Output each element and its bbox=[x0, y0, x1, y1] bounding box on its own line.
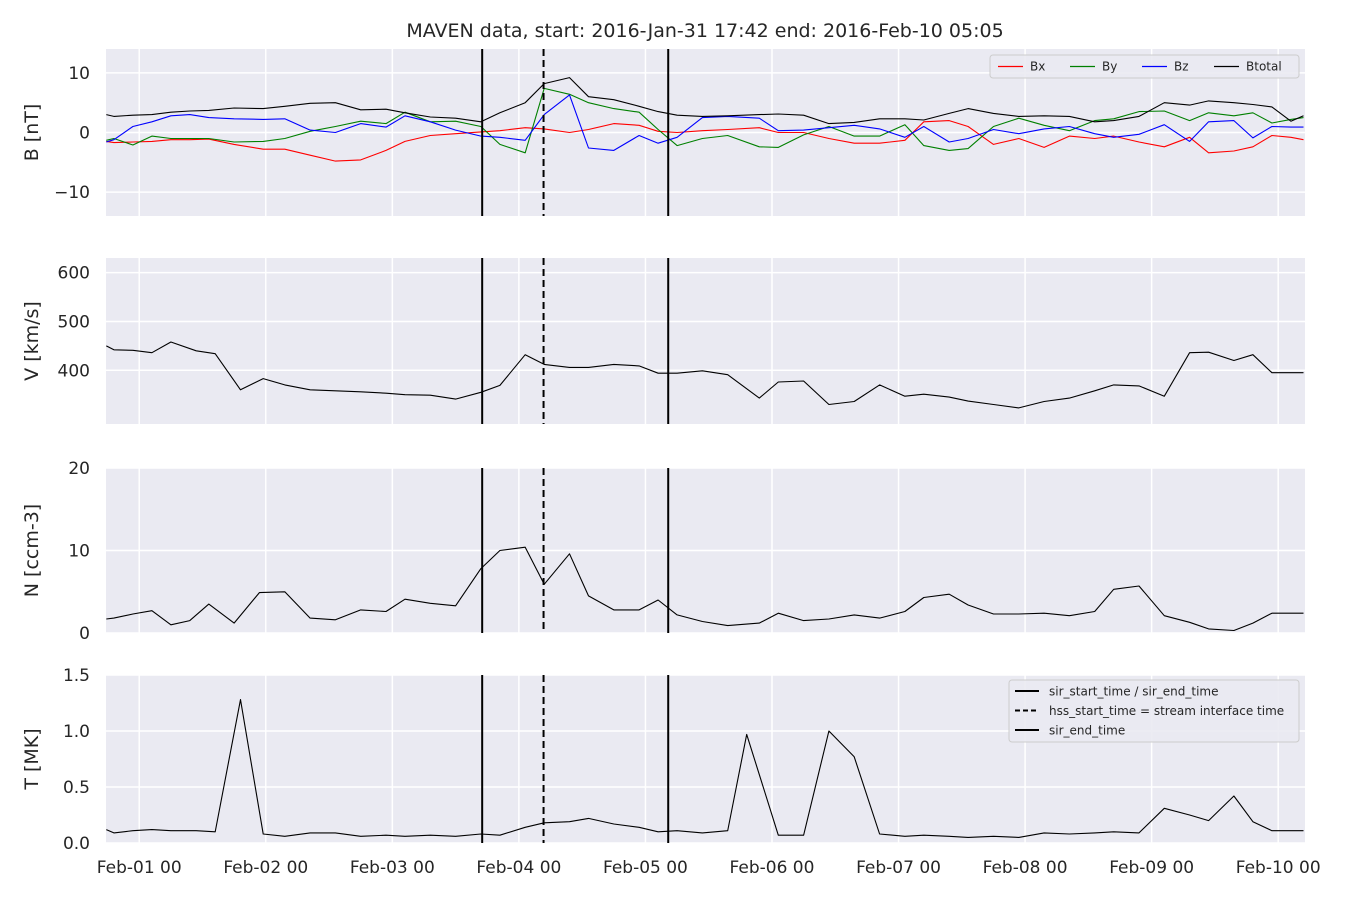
x-tick-label: Feb-07 00 bbox=[856, 858, 941, 878]
legend-t-label: sir_end_time bbox=[1049, 724, 1125, 738]
y-tick-label-t: 0.0 bbox=[63, 834, 90, 854]
panel-v: 600 500 400 V [km/s] bbox=[21, 258, 1305, 424]
legend-t: sir_start_time / sir_end_time hss_start_t… bbox=[1008, 679, 1300, 743]
y-tick-label-n: 10 bbox=[68, 542, 90, 562]
x-tick-label: Feb-09 00 bbox=[1109, 858, 1194, 878]
x-tick-label: Feb-08 00 bbox=[983, 858, 1068, 878]
legend-t-label: sir_start_time / sir_end_time bbox=[1049, 685, 1219, 699]
x-tick-label: Feb-06 00 bbox=[730, 858, 815, 878]
series-line-by bbox=[106, 87, 1304, 154]
chart-title: MAVEN data, start: 2016-Jan-31 17:42 end… bbox=[406, 20, 1003, 42]
x-tick-label: Feb-03 00 bbox=[350, 858, 435, 878]
series-line-n bbox=[106, 546, 1304, 632]
x-tick-label: Feb-01 00 bbox=[97, 858, 182, 878]
legend-label-by: By bbox=[1102, 60, 1117, 74]
legend-b: Bx By Bz Btotal bbox=[989, 54, 1300, 79]
y-tick-label-t: 1.5 bbox=[63, 666, 90, 686]
y-tick-label-v: 500 bbox=[58, 312, 90, 332]
series-line-bz bbox=[106, 94, 1304, 151]
series-line-v bbox=[106, 341, 1304, 409]
x-tick-label: Feb-02 00 bbox=[223, 858, 308, 878]
panel-t: 1.5 1.0 0.5 0.0 T [MK] Feb-01 00 Feb-02 00 Feb-… bbox=[21, 666, 1321, 878]
y-tick-label-t: 0.5 bbox=[63, 778, 90, 798]
y-tick-label-b: 0 bbox=[79, 124, 90, 144]
x-tick-label: Feb-04 00 bbox=[476, 858, 561, 878]
y-tick-label-v: 600 bbox=[58, 264, 90, 284]
x-tick-label: Feb-05 00 bbox=[603, 858, 688, 878]
panel-n: 20 10 0 N [ccm-3] bbox=[21, 459, 1305, 644]
y-tick-label-b: 10 bbox=[68, 64, 90, 84]
legend-t-box bbox=[1008, 679, 1300, 743]
legend-t-label: hss_start_time = stream interface time bbox=[1049, 704, 1284, 718]
legend-label-bz: Bz bbox=[1174, 60, 1189, 74]
y-axis-label-n: N [ccm-3] bbox=[21, 504, 43, 597]
y-axis-label-b: B [nT] bbox=[21, 104, 43, 162]
plot-area-v bbox=[106, 258, 1305, 424]
x-tick-label: Feb-10 00 bbox=[1236, 858, 1321, 878]
y-axis-label-t: T [MK] bbox=[21, 728, 43, 790]
legend-label-bx: Bx bbox=[1030, 60, 1045, 74]
y-tick-label-v: 400 bbox=[58, 361, 90, 381]
series-line-t bbox=[106, 699, 1304, 838]
y-tick-label-n: 20 bbox=[68, 459, 90, 479]
y-tick-label-n: 0 bbox=[79, 624, 90, 644]
y-tick-label-b: −10 bbox=[54, 183, 90, 203]
y-axis-label-v: V [km/s] bbox=[21, 301, 43, 381]
series-line-btotal bbox=[106, 77, 1304, 125]
y-tick-label-t: 1.0 bbox=[63, 722, 90, 742]
legend-label-btotal: Btotal bbox=[1246, 60, 1282, 74]
